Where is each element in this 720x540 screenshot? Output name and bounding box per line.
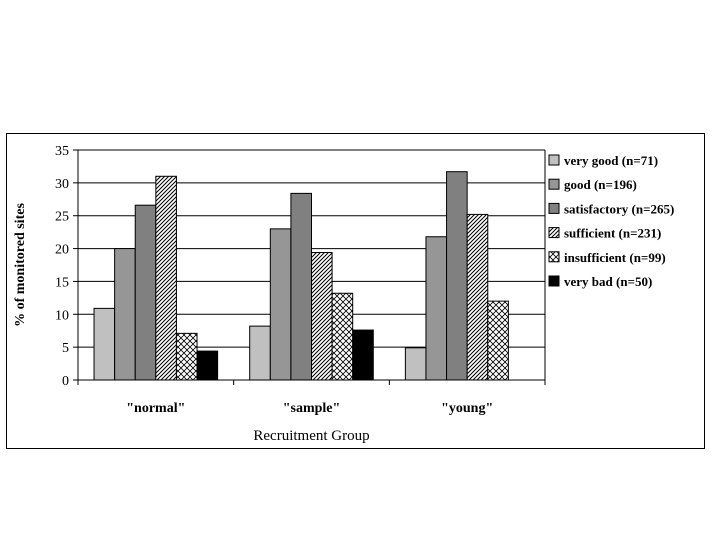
- bar-chart: 0 5 10 15 20 25 30 35 "normal" "sample" "young" R…: [13, 144, 674, 444]
- x-category-label: "young": [441, 401, 493, 416]
- legend-label: insufficient (n=99): [564, 250, 666, 265]
- chart-frame: 0 5 10 15 20 25 30 35 "normal" "sample" "young" R…: [6, 133, 705, 449]
- bar-1-3: [404, 347, 427, 381]
- y-tick-label: 30: [55, 177, 69, 192]
- bar-1-1: [93, 307, 116, 381]
- bar-5-2: [331, 292, 354, 381]
- bar-5-3: [487, 300, 509, 381]
- y-tick-label: 5: [62, 341, 69, 356]
- legend-label: very bad (n=50): [564, 274, 652, 289]
- legend-swatch: [548, 227, 560, 239]
- bar-1-2: [249, 325, 271, 381]
- y-tick-label: 35: [55, 144, 69, 159]
- bar-5-1: [175, 332, 198, 381]
- legend-swatch: [548, 251, 560, 263]
- bar-6-1: [196, 350, 219, 381]
- axes: [73, 149, 546, 385]
- y-axis-title: % of monitored sites: [13, 203, 28, 327]
- legend-label: sufficient (n=231): [564, 226, 661, 241]
- y-tick-labels: 0 5 10 15 20 25 30 35: [55, 144, 69, 389]
- y-tick-label: 20: [55, 243, 69, 258]
- bar-4-3: [466, 213, 489, 381]
- y-tick-label: 0: [62, 374, 69, 389]
- bar-3-2: [290, 192, 312, 381]
- legend-swatch: [548, 154, 560, 166]
- bar-4-1: [155, 175, 177, 381]
- bars: [93, 171, 509, 381]
- legend-label: satisfactory (n=265): [564, 201, 674, 216]
- bar-3-1: [134, 204, 157, 381]
- legend-swatch: [548, 202, 560, 214]
- y-tick-label: 10: [55, 308, 69, 323]
- x-axis-title: Recruitment Group: [253, 428, 369, 444]
- x-category-labels: "normal" "sample" "young": [126, 401, 493, 416]
- legend: very good (n=71) good (n=196) satisfactory…: [548, 153, 674, 289]
- legend-label: very good (n=71): [564, 153, 658, 168]
- bar-4-2: [311, 252, 333, 381]
- y-tick-label: 25: [55, 210, 69, 225]
- x-category-label: "sample": [283, 401, 341, 416]
- x-category-label: "normal": [126, 401, 185, 416]
- bar-3-3: [446, 171, 468, 381]
- bar-2-2: [269, 228, 292, 381]
- bar-2-3: [425, 236, 448, 381]
- bar-2-1: [114, 248, 136, 381]
- legend-swatch: [548, 178, 560, 190]
- legend-swatch: [548, 275, 560, 287]
- y-tick-label: 15: [55, 275, 69, 290]
- bar-6-2: [352, 329, 374, 381]
- legend-label: good (n=196): [564, 177, 637, 192]
